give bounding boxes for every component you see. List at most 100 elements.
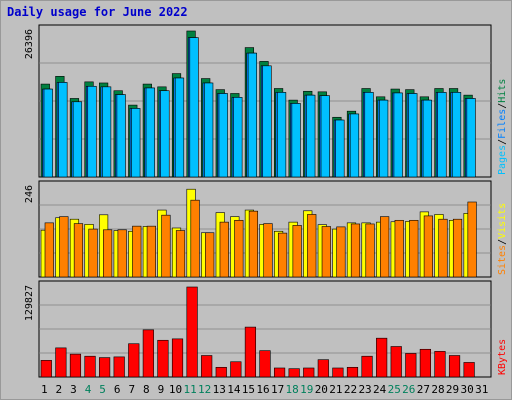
- bar-kbytes-20: [317, 359, 329, 378]
- bar-kbytes-11: [186, 286, 198, 378]
- bar-kbytes-30: [463, 362, 475, 378]
- bar-sites-7: [132, 225, 142, 278]
- bar-pages-3: [72, 101, 83, 178]
- bar-pages-15: [247, 52, 258, 178]
- bar-pages-30: [466, 98, 476, 178]
- bar-sites-18: [292, 225, 302, 278]
- bar-sites-12: [205, 232, 215, 278]
- x-tick-label: 1: [41, 383, 48, 396]
- side-legend-kbytes: KBytes: [497, 339, 508, 375]
- bar-pages-23: [364, 92, 374, 178]
- bar-pages-17: [276, 92, 287, 178]
- bar-kbytes-15: [244, 326, 257, 378]
- side-legend-visits-sites: Sites/Visits: [497, 203, 508, 275]
- bar-kbytes-6: [113, 356, 125, 378]
- bar-kbytes-10: [171, 338, 184, 378]
- bar-kbytes-3: [69, 353, 82, 378]
- x-tick-label: 7: [128, 383, 135, 396]
- bar-kbytes-4: [84, 355, 96, 378]
- bar-sites-28: [438, 218, 448, 278]
- bar-sites-2: [59, 216, 69, 278]
- bar-pages-8: [145, 87, 155, 178]
- x-tick-label: 2: [56, 383, 63, 396]
- bar-kbytes-1: [40, 360, 52, 378]
- x-tick-label: 25: [388, 383, 401, 396]
- bar-pages-2: [58, 82, 68, 178]
- bar-sites-29: [452, 218, 463, 278]
- bar-pages-13: [218, 93, 228, 178]
- x-tick-label: 8: [143, 383, 150, 396]
- x-tick-label: 9: [158, 383, 165, 396]
- x-tick-label: 17: [271, 383, 284, 396]
- bar-sites-17: [277, 232, 288, 278]
- bar-sites-1: [44, 222, 54, 278]
- bar-pages-6: [116, 94, 126, 178]
- bar-kbytes-12: [201, 355, 213, 378]
- bar-sites-11: [190, 199, 200, 278]
- x-tick-label: 29: [446, 383, 459, 396]
- bar-kbytes-8: [142, 329, 154, 378]
- x-tick-label: 19: [300, 383, 313, 396]
- x-tick-label: 21: [329, 383, 342, 396]
- x-tick-label: 12: [198, 383, 211, 396]
- x-tick-label: 22: [344, 383, 357, 396]
- x-tick-label: 18: [286, 383, 299, 396]
- bar-sites-30: [467, 201, 477, 278]
- x-tick-label: 23: [358, 383, 371, 396]
- legend-visits: Visits: [497, 203, 508, 239]
- bar-pages-11: [189, 37, 199, 178]
- bar-sites-3: [73, 223, 84, 278]
- bar-pages-28: [437, 92, 447, 178]
- x-tick-label: 13: [213, 383, 226, 396]
- x-tick-label: 24: [373, 383, 387, 396]
- bar-pages-21: [335, 119, 345, 178]
- bar-kbytes-27: [419, 348, 431, 378]
- bar-pages-27: [422, 99, 432, 178]
- bar-kbytes-23: [361, 355, 373, 378]
- x-tick-label: 16: [256, 383, 269, 396]
- bar-sites-10: [175, 230, 186, 278]
- bar-pages-26: [408, 93, 418, 178]
- bar-pages-14: [233, 97, 243, 178]
- x-tick-label: 30: [461, 383, 474, 396]
- bar-sites-15: [248, 210, 259, 278]
- bar-sites-24: [380, 216, 390, 278]
- bar-kbytes-13: [215, 366, 227, 378]
- bar-pages-20: [320, 95, 330, 178]
- bar-pages-19: [306, 94, 316, 178]
- bar-kbytes-29: [448, 355, 461, 378]
- bar-pages-1: [43, 88, 53, 178]
- bar-pages-9: [160, 90, 170, 178]
- chart-title: Daily usage for June 2022: [7, 5, 188, 19]
- legend-files: Files: [497, 109, 508, 139]
- x-tick-label: 26: [402, 383, 415, 396]
- bar-sites-23: [365, 223, 375, 278]
- bar-kbytes-18: [288, 368, 300, 378]
- bar-pages-7: [131, 108, 141, 178]
- bar-kbytes-16: [259, 350, 271, 378]
- y-max-label: 129827: [24, 285, 35, 321]
- y-max-label: 246: [24, 185, 35, 203]
- x-tick-label: 3: [70, 383, 77, 396]
- bar-kbytes-25: [390, 346, 402, 378]
- x-tick-label: 20: [315, 383, 328, 396]
- bar-kbytes-19: [303, 367, 315, 378]
- legend-separator: /: [497, 103, 508, 109]
- bar-pages-10: [174, 77, 185, 178]
- bar-kbytes-22: [346, 366, 359, 378]
- bar-kbytes-9: [157, 339, 169, 378]
- bar-sites-26: [409, 219, 419, 278]
- bar-sites-6: [117, 229, 127, 278]
- x-tick-label: 10: [169, 383, 182, 396]
- bar-sites-20: [321, 226, 331, 278]
- bar-kbytes-7: [128, 343, 140, 378]
- x-tick-label: 11: [183, 383, 196, 396]
- bar-sites-9: [161, 214, 171, 278]
- bar-sites-16: [263, 223, 273, 278]
- bar-pages-16: [262, 65, 272, 178]
- bar-kbytes-14: [230, 361, 242, 378]
- bar-sites-19: [307, 214, 317, 278]
- bar-sites-4: [88, 228, 98, 278]
- bar-kbytes-28: [434, 351, 446, 378]
